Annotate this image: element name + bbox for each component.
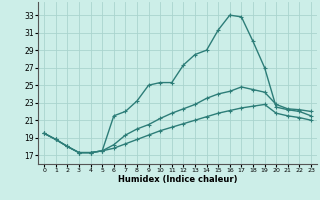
X-axis label: Humidex (Indice chaleur): Humidex (Indice chaleur): [118, 175, 237, 184]
